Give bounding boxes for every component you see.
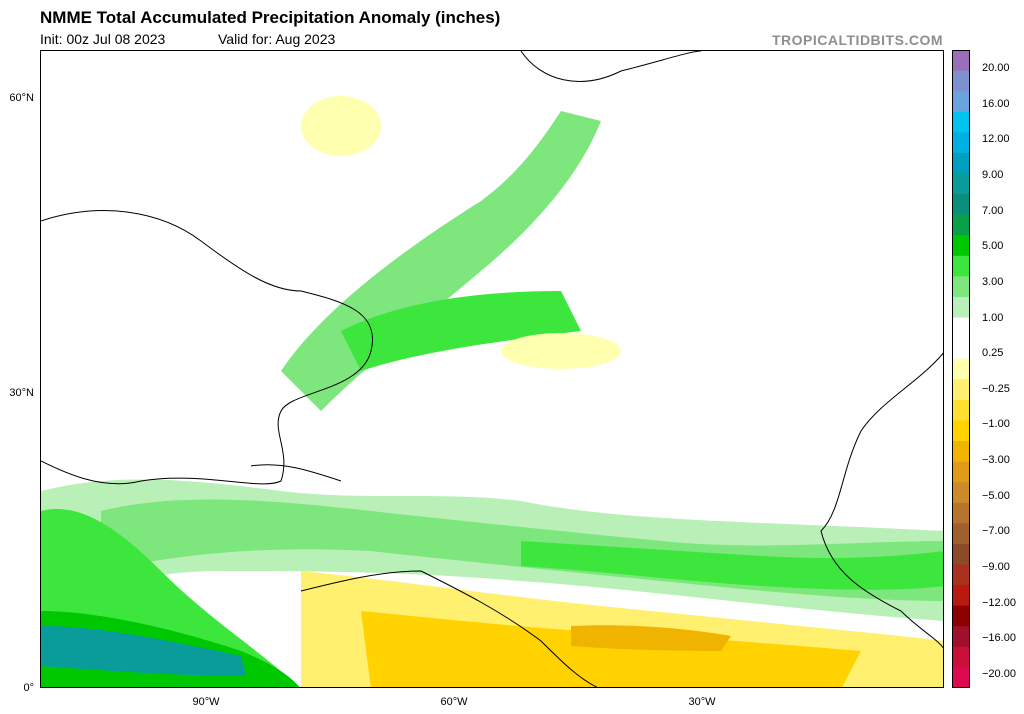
dry-patch-central: [501, 333, 621, 369]
colorbar-segment: [952, 585, 970, 607]
colorbar-segment: [952, 91, 970, 113]
colorbar-segment: [952, 111, 970, 133]
colorbar-segment: [952, 379, 970, 401]
colorbar-tick-label: 12.00: [982, 133, 1010, 146]
colorbar-tick-label: 3.00: [982, 275, 1004, 288]
lat-label-0: 0°: [23, 682, 34, 694]
colorbar-segment: [952, 152, 970, 174]
map-panel: [40, 50, 944, 688]
colorbar-segment: [952, 276, 970, 298]
colorbar-segment: [952, 667, 970, 688]
dry-anomaly-peak: [571, 625, 731, 651]
colorbar-tick-label: −12.00: [982, 596, 1016, 609]
colorbar-segment: [952, 132, 970, 154]
brand-watermark: TROPICALTIDBITS.COM: [771, 32, 943, 48]
colorbar-tick-label: −7.00: [982, 525, 1010, 538]
colorbar-tick-label: −20.00: [982, 668, 1016, 680]
colorbar-frame: [952, 50, 970, 688]
lat-label-60n: 60°N: [9, 92, 34, 104]
colorbar: [952, 50, 970, 688]
colorbar-segment: [952, 543, 970, 566]
lon-label-60w: 60°W: [440, 696, 468, 708]
colorbar-tick-label: 7.00: [982, 204, 1004, 217]
colorbar-segment: [952, 235, 970, 257]
greenland-coastline: [520, 51, 702, 82]
colorbar-segment: [952, 626, 970, 648]
gulf-stream-wet: [341, 291, 581, 371]
colorbar-tick-label: 20.00: [982, 62, 1010, 74]
colorbar-segment: [952, 50, 970, 72]
lat-label-30n: 30°N: [9, 387, 34, 399]
init-time: Init: 00z Jul 08 2023: [40, 31, 166, 47]
colorbar-tick-label: −1.00: [982, 418, 1010, 431]
colorbar-tick-label: 5.00: [982, 240, 1004, 253]
colorbar-segment: [952, 399, 970, 421]
colorbar-segment: [952, 564, 970, 586]
colorbar-tick-label: 9.00: [982, 168, 1004, 181]
africa-coastline: [820, 352, 943, 649]
sa-coastline: [300, 570, 598, 687]
colorbar-segment: [952, 523, 970, 545]
valid-time: Valid for: Aug 2023: [218, 31, 336, 47]
dry-anomaly-core: [361, 611, 861, 687]
colorbar-segment: [952, 358, 970, 380]
colorbar-tick-label: 1.00: [982, 311, 1004, 324]
colorbar-tick-label: 0.25: [982, 347, 1004, 360]
colorbar-segment: [952, 255, 970, 277]
pacific-wet-peak: [41, 626, 246, 676]
dry-patch-north: [301, 96, 381, 156]
colorbar-segment: [952, 70, 970, 92]
lon-label-90w: 90°W: [192, 696, 220, 708]
colorbar-segment: [952, 338, 970, 360]
caribbean-islands: [250, 464, 342, 482]
precip-anomaly-map: [41, 51, 943, 687]
na-coastline: [41, 210, 373, 485]
colorbar-segment: [952, 461, 970, 483]
colorbar-segment: [952, 482, 970, 504]
colorbar-segment: [952, 441, 970, 463]
colorbar-segment: [952, 214, 970, 236]
colorbar-tick-label: −3.00: [982, 454, 1010, 467]
lon-label-30w: 30°W: [688, 696, 716, 708]
map-title: NMME Total Accumulated Precipitation Ano…: [40, 8, 501, 27]
colorbar-segment: [952, 194, 970, 216]
colorbar-tick-label: −0.25: [982, 382, 1010, 395]
colorbar-segment: [952, 420, 970, 442]
colorbar-tick-label: 16.00: [982, 97, 1010, 110]
colorbar-tick-label: −9.00: [982, 561, 1010, 574]
colorbar-tick-label: −5.00: [982, 489, 1010, 502]
colorbar-tick-label: −16.00: [982, 632, 1016, 645]
wet-anomaly-strong: [521, 541, 943, 590]
colorbar-segment: [952, 502, 970, 524]
colorbar-segment: [952, 605, 970, 627]
colorbar-segment: [952, 646, 970, 668]
colorbar-segment: [952, 317, 970, 339]
colorbar-segment: [952, 296, 970, 319]
colorbar-segment: [952, 173, 970, 195]
